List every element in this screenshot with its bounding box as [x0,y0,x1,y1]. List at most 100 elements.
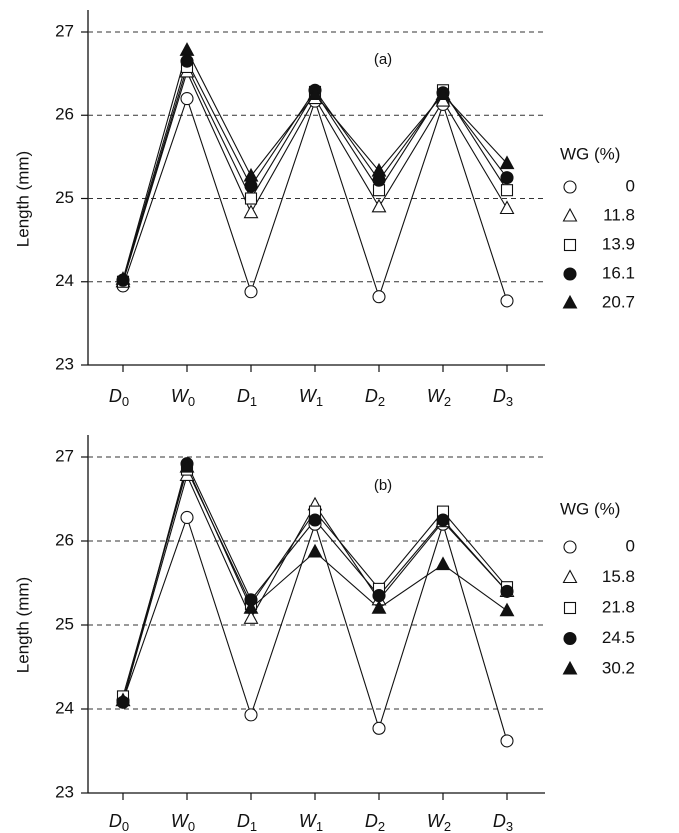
category-subscript: 0 [122,394,129,409]
category-subscript: 1 [316,819,323,833]
category-subscript: 1 [250,819,257,833]
category-letter: W [171,386,190,406]
marker [562,294,578,309]
category-subscript: 3 [506,819,513,833]
y-axis-label: Length (mm) [13,577,32,673]
marker [435,86,451,100]
marker [563,601,577,615]
x-tick-label: W0 [171,811,195,833]
category-subscript: 1 [250,394,257,409]
category-letter: W [427,811,446,831]
marker [371,198,387,213]
x-tick-label: D2 [365,386,385,410]
marker [243,610,259,624]
marker [244,192,258,205]
category-subscript: 2 [444,394,451,409]
legend-label: 21.8 [602,597,635,616]
category-letter: W [427,386,446,406]
marker [179,42,195,56]
x-tick-label: W0 [171,386,195,410]
marker [562,660,578,675]
legend-label: 30.2 [602,658,635,677]
legend-title: WG (%) [560,499,620,518]
marker [179,458,195,473]
marker [308,513,322,527]
marker [563,540,577,554]
marker [372,721,386,735]
marker [372,290,386,304]
category-subscript: 0 [188,394,195,409]
legend-label: 16.1 [602,263,635,282]
category-letter: W [299,811,318,831]
marker [499,200,515,215]
series-line [122,96,508,302]
legend-label: 0 [626,536,635,555]
x-tick-label: D0 [109,386,129,410]
marker [435,92,451,107]
x-tick-label: D0 [109,811,129,833]
marker [500,184,514,197]
marker [563,238,577,252]
category-subscript: 0 [188,819,195,833]
y-tick-label: 25 [55,614,74,633]
category-subscript: 3 [506,394,513,409]
category-letter: D [365,386,378,406]
x-tick-label: D3 [493,386,513,410]
x-tick-label: D1 [237,811,257,833]
marker [371,600,387,614]
category-letter: D [109,386,122,406]
marker [562,207,578,222]
y-tick-label: 27 [55,21,74,40]
marker [562,569,578,584]
marker [244,708,258,722]
marker [499,602,515,617]
x-tick-label: D3 [493,811,513,833]
marker [307,86,323,100]
marker [307,543,323,558]
marker [180,92,194,106]
marker [115,271,131,285]
legend-label: 15.8 [602,567,635,586]
marker [436,513,450,527]
y-tick-label: 26 [55,530,74,549]
category-subscript: 2 [444,819,451,833]
marker [243,167,259,182]
y-tick-label: 23 [55,354,74,373]
legend-label: 11.8 [603,205,635,224]
marker [372,589,386,603]
legend-label: 0 [626,176,635,195]
x-tick-label: D2 [365,811,385,833]
category-subscript: 0 [122,819,129,833]
y-tick-label: 24 [55,271,74,290]
marker [500,584,514,598]
marker [244,179,258,193]
x-tick-label: D1 [237,386,257,410]
legend-title: WG (%) [560,144,620,163]
marker [500,294,514,308]
category-letter: D [109,811,122,831]
x-tick-label: W2 [427,811,451,833]
y-tick-label: 27 [55,446,74,465]
marker [563,631,577,646]
category-subscript: 2 [378,819,385,833]
y-tick-label: 24 [55,698,74,717]
category-subscript: 1 [316,394,323,409]
y-tick-label: 26 [55,105,74,124]
marker [115,692,131,707]
marker [500,171,514,185]
annotation: (a) [374,51,392,68]
marker [563,180,577,194]
legend-label: 20.7 [602,292,635,311]
y-axis-label: Length (mm) [13,151,32,247]
category-letter: D [493,386,506,406]
category-letter: D [365,811,378,831]
marker [243,204,259,219]
category-letter: D [237,386,250,406]
annotation: (b) [374,477,392,494]
marker [499,155,515,170]
x-tick-label: W1 [299,811,323,833]
legend-label: 13.9 [602,234,635,253]
x-tick-label: W1 [299,386,323,410]
marker [371,162,387,177]
